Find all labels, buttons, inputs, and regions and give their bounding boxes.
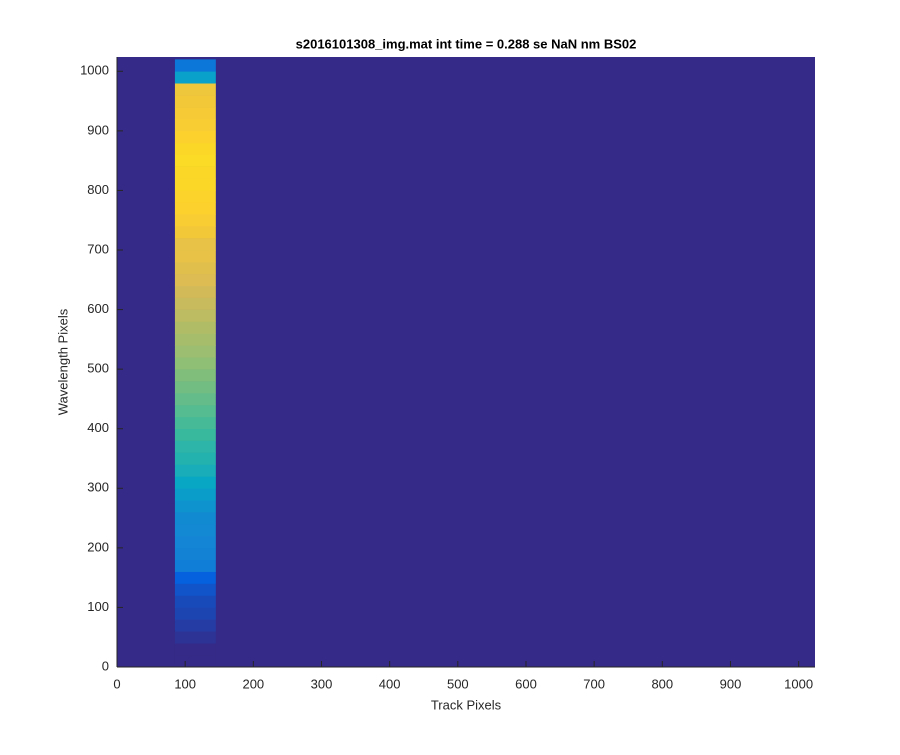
intensity-strip — [174, 583, 216, 596]
x-tick-label: 700 — [583, 676, 605, 691]
intensity-strip — [174, 500, 216, 513]
intensity-strip — [174, 595, 216, 608]
intensity-strip — [174, 250, 216, 263]
intensity-strip — [174, 285, 216, 298]
x-tick-label: 500 — [447, 676, 469, 691]
intensity-strip — [174, 428, 216, 441]
intensity-strip — [174, 118, 216, 132]
intensity-strip — [174, 261, 216, 275]
intensity-strip — [174, 369, 216, 382]
y-tick-label: 200 — [87, 539, 109, 554]
intensity-strip — [174, 190, 216, 203]
intensity-strip — [174, 631, 216, 644]
intensity-strip — [174, 547, 216, 561]
intensity-strip — [174, 619, 216, 632]
intensity-strip — [174, 404, 216, 418]
y-tick-label: 800 — [87, 182, 109, 197]
intensity-strip — [174, 512, 216, 525]
chart-title: s2016101308_img.mat int time = 0.288 se … — [296, 36, 637, 51]
intensity-strip — [174, 142, 216, 155]
y-tick-label: 300 — [87, 480, 109, 495]
y-tick-label: 700 — [87, 241, 109, 256]
intensity-strip — [174, 464, 216, 477]
intensity-strip — [174, 154, 216, 167]
intensity-strip — [174, 130, 216, 144]
x-tick-label: 300 — [311, 676, 333, 691]
y-tick-label: 900 — [87, 122, 109, 137]
intensity-strip — [174, 535, 216, 549]
intensity-strip — [174, 297, 216, 310]
intensity-strip — [174, 643, 216, 656]
intensity-strip — [174, 607, 216, 620]
intensity-strip — [174, 416, 216, 430]
x-tick-label: 400 — [379, 676, 401, 691]
intensity-strip — [174, 83, 216, 96]
intensity-strip — [174, 214, 216, 227]
x-tick-label: 200 — [242, 676, 264, 691]
x-tick-label: 800 — [651, 676, 673, 691]
intensity-strip — [174, 357, 216, 370]
y-tick-label: 600 — [87, 301, 109, 316]
intensity-strip — [174, 238, 216, 251]
intensity-strip — [174, 345, 216, 358]
y-axis-label: Wavelength Pixels — [55, 308, 70, 415]
y-tick-label: 100 — [87, 599, 109, 614]
x-tick-label: 1000 — [784, 676, 813, 691]
intensity-strip — [174, 559, 216, 572]
x-tick-label: 0 — [113, 676, 120, 691]
x-tick-label: 600 — [515, 676, 537, 691]
y-tick-label: 0 — [102, 658, 109, 673]
intensity-strip — [174, 440, 216, 453]
intensity-strip — [174, 166, 216, 179]
x-axis-label: Track Pixels — [431, 697, 502, 712]
intensity-strip — [174, 95, 216, 108]
intensity-strip — [174, 59, 216, 72]
intensity-strip — [174, 321, 216, 334]
y-tick-label: 400 — [87, 420, 109, 435]
y-tick-label: 1000 — [80, 63, 109, 78]
intensity-strip — [174, 452, 216, 465]
intensity-strip — [174, 333, 216, 346]
intensity-strip — [174, 381, 216, 394]
intensity-strip — [174, 476, 216, 489]
intensity-strip — [174, 392, 216, 406]
intensity-strip — [174, 488, 216, 501]
intensity-strip — [174, 571, 216, 584]
intensity-strip — [174, 309, 216, 322]
intensity-strip — [174, 107, 216, 120]
image-background — [117, 57, 815, 667]
intensity-strip — [174, 524, 216, 537]
intensity-strip — [174, 273, 216, 287]
intensity-strip — [174, 655, 216, 668]
intensity-strip — [174, 202, 216, 215]
x-tick-label: 900 — [720, 676, 742, 691]
intensity-strip — [174, 71, 216, 84]
y-tick-label: 500 — [87, 361, 109, 376]
intensity-strip — [174, 226, 216, 239]
intensity-strip — [174, 178, 216, 191]
x-tick-label: 100 — [174, 676, 196, 691]
